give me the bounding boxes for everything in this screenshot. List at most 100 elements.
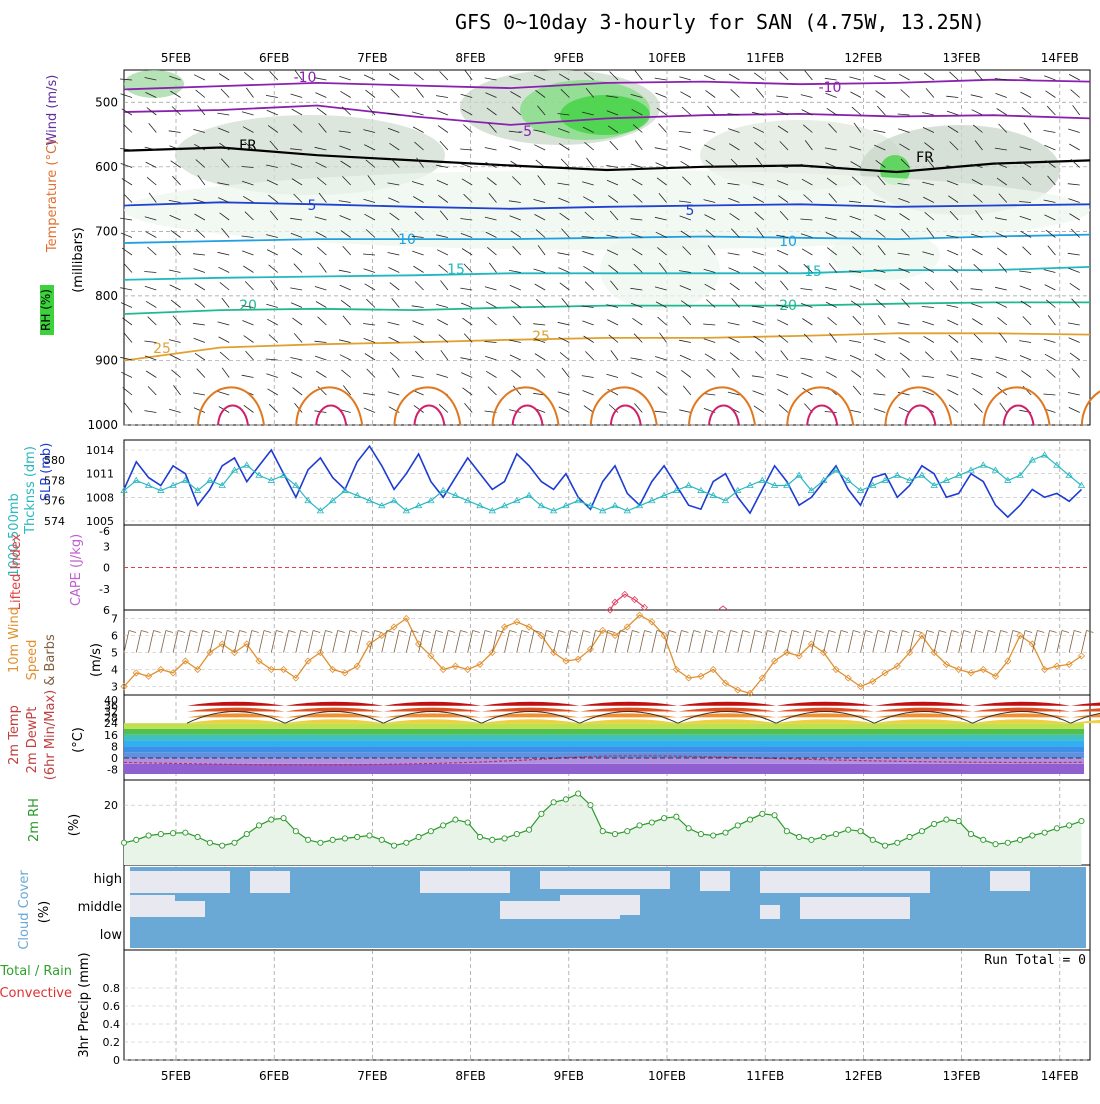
barb <box>510 230 522 238</box>
wind-barb <box>847 630 854 653</box>
wind-barb <box>455 630 461 653</box>
barb <box>534 353 546 361</box>
barb <box>630 287 643 291</box>
wind-barb <box>467 630 474 653</box>
barb <box>754 281 765 291</box>
barb <box>290 232 303 238</box>
isotherm-line <box>123 146 1091 174</box>
barb <box>438 404 449 413</box>
barb <box>656 371 667 378</box>
barb <box>874 353 886 361</box>
wind-speed-point <box>893 662 901 670</box>
barb <box>318 262 327 273</box>
date-tick-bottom: 6FEB <box>259 1069 289 1083</box>
barb <box>581 305 594 308</box>
barb <box>825 162 837 168</box>
wind-barb-flag <box>288 630 296 633</box>
barb <box>776 374 789 378</box>
barb <box>535 159 546 168</box>
barb <box>996 108 1008 116</box>
barb <box>582 250 594 256</box>
surface-isotherm <box>217 404 249 426</box>
barb <box>219 142 230 151</box>
wind-barb-flag <box>509 630 517 633</box>
barb <box>925 157 935 168</box>
barb <box>824 217 837 221</box>
wind-speed-point <box>390 623 398 631</box>
cloud-axis-label: Cloud Cover <box>17 870 32 950</box>
barb <box>217 182 230 186</box>
wind-speed-point <box>513 618 521 626</box>
barb <box>634 70 643 81</box>
wind-barb-flag <box>926 630 934 633</box>
barb <box>800 94 813 98</box>
date-tick-bottom: 14FEB <box>1041 1069 1079 1083</box>
barb <box>706 368 716 378</box>
rh2m-point <box>366 832 373 839</box>
wind-barb <box>614 630 621 653</box>
barb <box>754 211 765 221</box>
barb <box>533 338 546 343</box>
barb <box>265 95 278 98</box>
barb <box>148 122 157 133</box>
barb <box>824 147 837 151</box>
thickness-point <box>856 486 865 493</box>
wind-speed-point <box>427 652 435 660</box>
cloud-gap <box>760 905 780 919</box>
rh2m-point <box>317 839 324 846</box>
barb <box>606 304 619 308</box>
barb <box>777 125 789 133</box>
surface-contours <box>197 386 1100 426</box>
barb <box>1072 105 1081 116</box>
temp-hump <box>776 719 875 724</box>
lifted-tick-label: -3 <box>99 583 110 596</box>
barb <box>609 210 619 221</box>
barb <box>144 271 157 273</box>
barb <box>244 211 254 221</box>
temp-hump <box>972 701 1071 706</box>
wind-speed-point <box>488 648 496 657</box>
barb <box>730 158 740 168</box>
barb <box>268 334 279 343</box>
barb <box>169 354 181 361</box>
barb <box>633 263 643 273</box>
barb <box>120 287 133 291</box>
wind-barb <box>1044 630 1051 653</box>
barb <box>144 77 157 81</box>
barb <box>753 266 764 273</box>
barb <box>121 371 133 378</box>
barb <box>825 92 837 98</box>
barb <box>901 298 910 308</box>
barb <box>460 218 473 221</box>
barb <box>363 338 376 343</box>
slp-tick-label: 1008 <box>86 491 114 504</box>
barb <box>1043 130 1056 133</box>
barb <box>970 357 983 361</box>
barb <box>679 354 692 361</box>
wind-speed-point <box>537 631 545 640</box>
barb <box>436 234 448 238</box>
barb <box>268 264 279 273</box>
wind-barb <box>258 630 265 653</box>
barb <box>388 336 400 343</box>
barb <box>342 176 351 186</box>
temperature-axis-label: Temperature (°C) <box>45 140 60 253</box>
barb <box>147 246 157 256</box>
thickness-point <box>881 476 889 483</box>
cloud-gap <box>990 871 1030 891</box>
barb <box>294 402 303 413</box>
barb <box>169 284 181 291</box>
barb <box>391 367 400 378</box>
barb <box>877 315 886 326</box>
barb <box>728 337 740 343</box>
thickness-point <box>206 476 214 483</box>
barb <box>849 285 862 291</box>
rh2m-point <box>820 833 827 841</box>
barb <box>995 356 1007 361</box>
rh2m-point <box>931 820 938 827</box>
wind-speed-point <box>439 665 447 674</box>
barb <box>776 110 789 116</box>
barb <box>535 89 546 98</box>
thickness-point <box>648 496 656 504</box>
thickness-point <box>439 486 447 493</box>
